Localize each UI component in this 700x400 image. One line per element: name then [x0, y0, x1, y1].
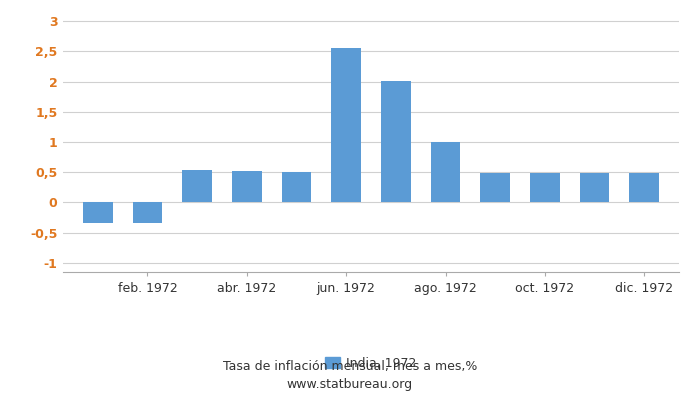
Bar: [232, 171, 262, 202]
Bar: [381, 81, 411, 202]
Bar: [331, 48, 361, 202]
Text: Tasa de inflación mensual, mes a mes,%: Tasa de inflación mensual, mes a mes,%: [223, 360, 477, 373]
Bar: [83, 202, 113, 223]
Bar: [480, 173, 510, 202]
Bar: [580, 173, 610, 202]
Bar: [530, 173, 560, 202]
Text: www.statbureau.org: www.statbureau.org: [287, 378, 413, 391]
Bar: [629, 173, 659, 202]
Bar: [132, 202, 162, 223]
Bar: [182, 170, 212, 202]
Bar: [430, 142, 461, 202]
Bar: [281, 172, 312, 202]
Legend: India, 1972: India, 1972: [320, 352, 422, 375]
